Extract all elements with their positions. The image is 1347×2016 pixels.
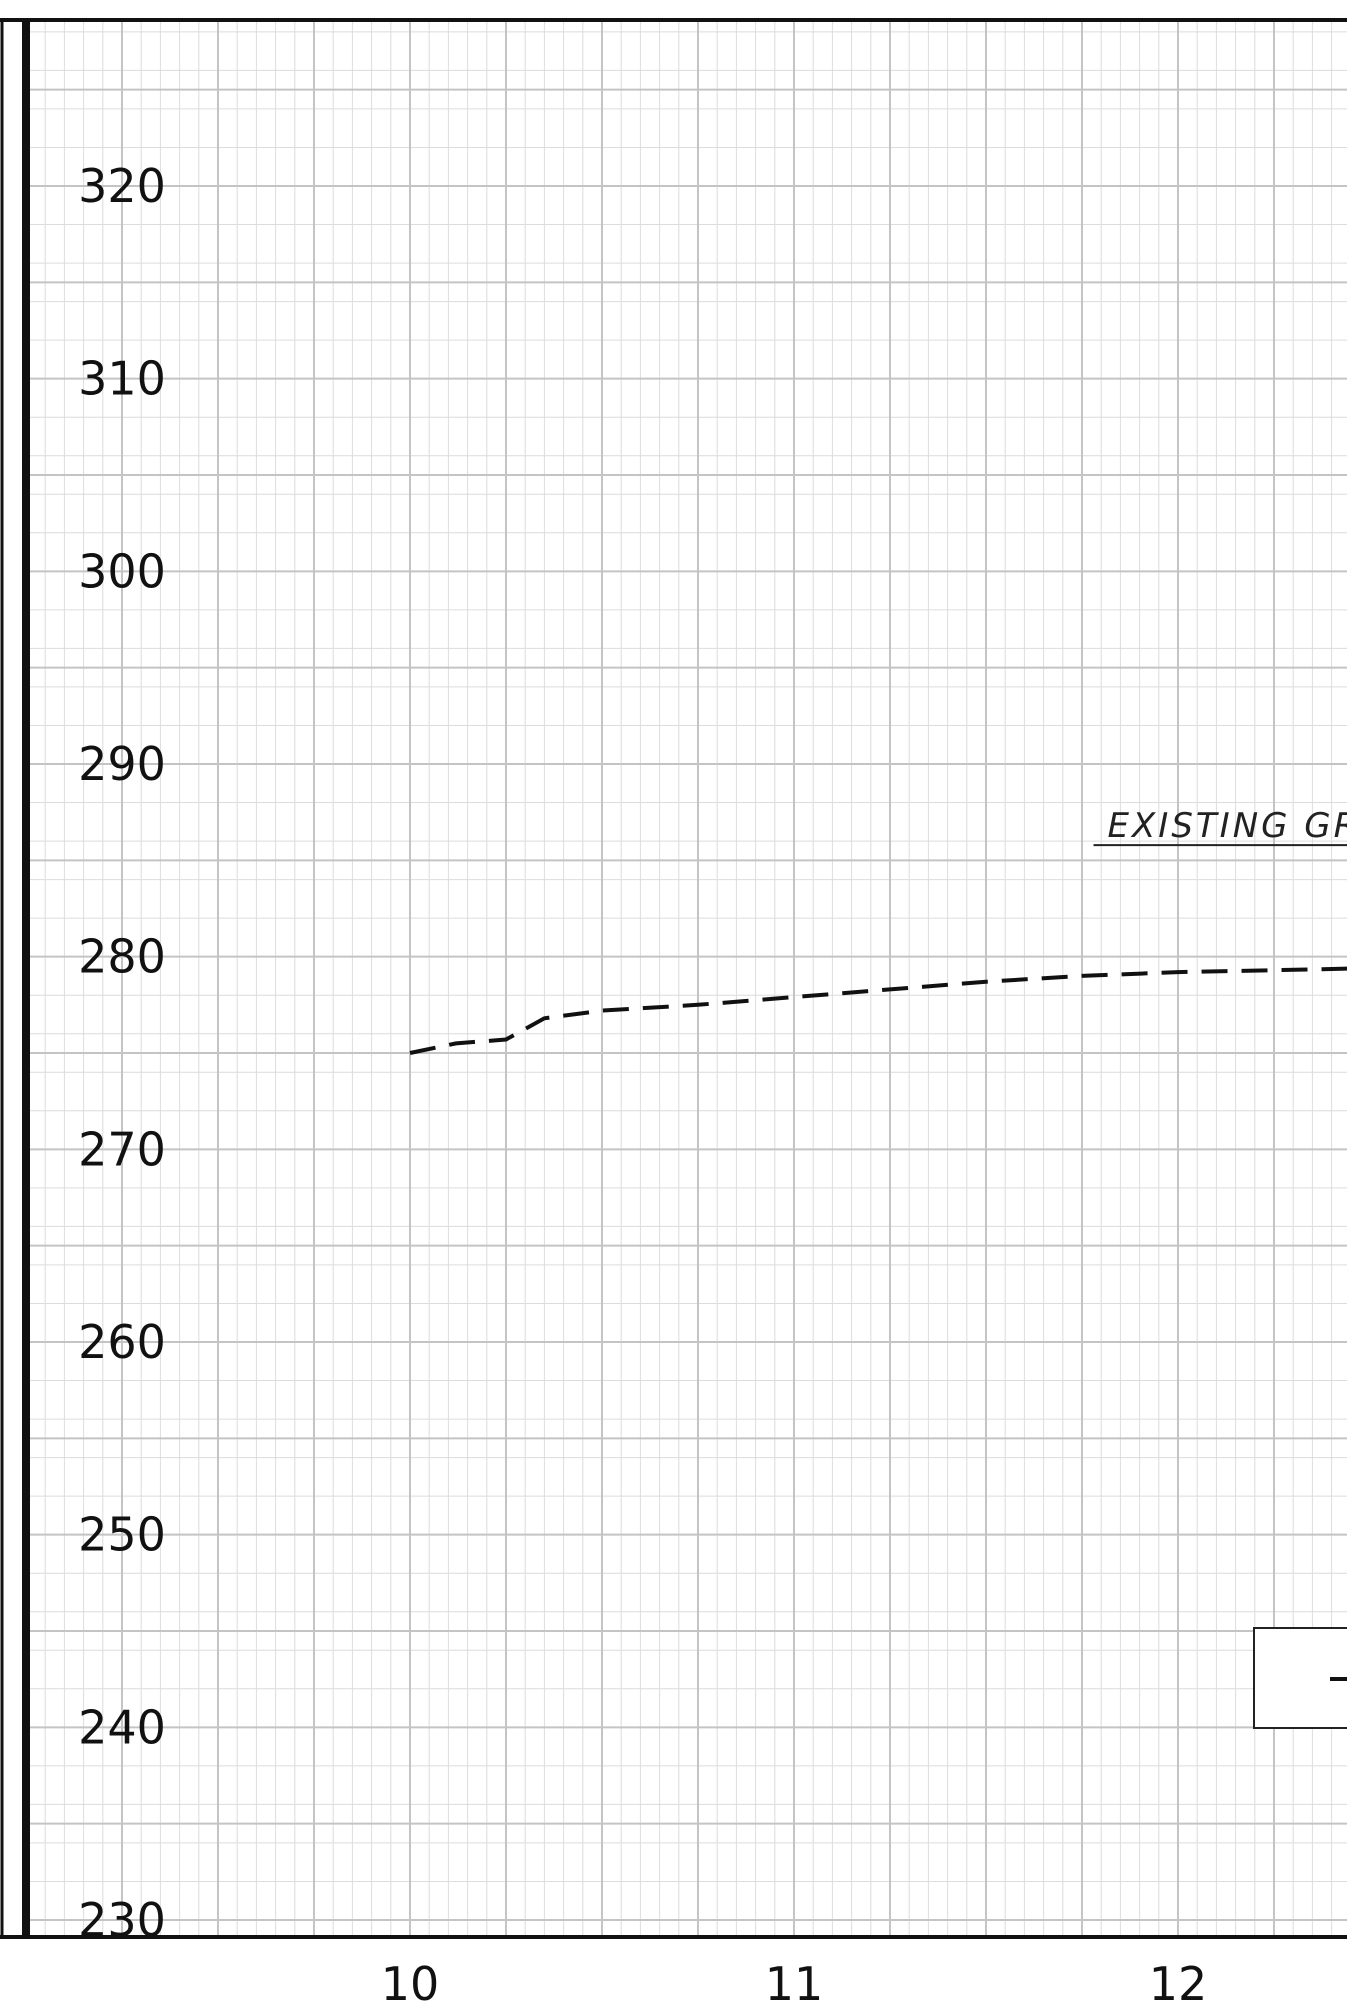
x-tick-label: 10	[381, 1957, 440, 2011]
x-tick-label: 11	[765, 1957, 824, 2011]
legend-box	[1253, 1627, 1347, 1729]
grid	[25, 20, 1347, 1937]
y-tick-label: 260	[78, 1315, 166, 1369]
legend-frame	[1253, 1627, 1347, 1729]
annotation-layer: EXISTING GRO	[1093, 806, 1347, 847]
y-tick-label: 250	[78, 1508, 166, 1562]
x-tick-label: 12	[1149, 1957, 1208, 2011]
x-tick-labels: 10 11 12	[381, 1957, 1208, 2011]
existing-ground-label: EXISTING GRO	[1108, 806, 1347, 846]
existing-ground-line	[409, 966, 1347, 1055]
y-tick-label: 300	[78, 544, 166, 598]
y-tick-label: 280	[78, 930, 166, 984]
axes	[0, 18, 1347, 1939]
y-tick-label: 240	[78, 1700, 166, 1754]
series-layer	[409, 966, 1347, 1055]
y-tick-label: 320	[78, 159, 166, 213]
y-tick-labels: 230 240 250 260 270 280 290 300 310 320	[78, 159, 166, 1947]
y-tick-label: 230	[78, 1893, 166, 1947]
y-tick-label: 290	[78, 737, 166, 791]
y-tick-label: 310	[78, 352, 166, 406]
y-tick-label: 270	[78, 1122, 166, 1176]
